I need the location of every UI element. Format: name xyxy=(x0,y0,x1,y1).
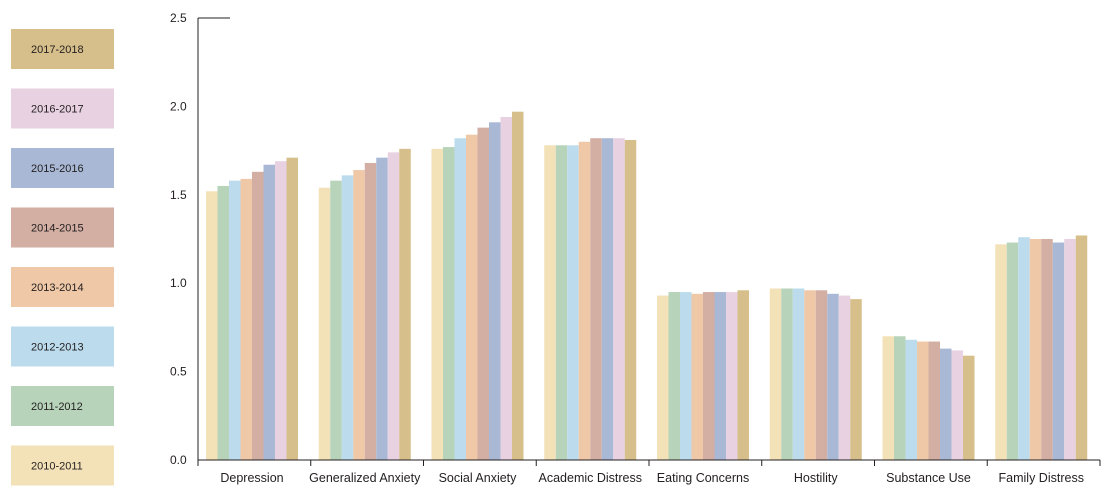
y-tick-label: 2.5 xyxy=(170,11,187,25)
bar xyxy=(769,288,782,460)
bar xyxy=(815,290,828,460)
bar xyxy=(850,299,862,460)
bar xyxy=(206,191,218,460)
x-category-label: Hostility xyxy=(794,471,839,485)
x-category-label: Social Anxiety xyxy=(439,471,518,485)
bar xyxy=(917,341,929,460)
legend-swatch xyxy=(11,267,114,307)
bar xyxy=(703,292,715,460)
bar xyxy=(590,138,602,460)
bar xyxy=(489,122,501,460)
bar xyxy=(454,138,466,460)
bar xyxy=(341,175,354,461)
bar xyxy=(1006,242,1019,460)
bar xyxy=(364,162,377,460)
bar xyxy=(399,148,411,460)
legend-label: 2010-2011 xyxy=(31,461,83,473)
bar xyxy=(500,117,512,461)
bar xyxy=(263,164,275,460)
bar xyxy=(318,187,331,460)
legend-swatch xyxy=(11,148,114,188)
bar xyxy=(657,295,669,460)
bar xyxy=(431,148,443,460)
axes: 0.0 0.5 1.0 1.5 2.0 2.5 Depression Generalized … xyxy=(170,11,1101,485)
bar xyxy=(466,134,478,461)
bar xyxy=(240,178,252,460)
legend-label: 2016-2017 xyxy=(31,104,84,116)
x-category-label: Academic Distress xyxy=(539,471,643,485)
legend-label: 2012-2013 xyxy=(31,342,84,354)
x-category-label: Substance Use xyxy=(886,471,971,485)
bar xyxy=(624,139,637,460)
bar xyxy=(275,161,287,460)
bar xyxy=(229,180,241,460)
x-category-label: Depression xyxy=(220,471,283,485)
bar xyxy=(928,341,940,460)
bar xyxy=(555,145,568,460)
bar xyxy=(905,339,917,460)
legend: 2017-2018 2016-2017 2015-2016 2014-2015 2013… xyxy=(11,29,114,486)
bar xyxy=(894,336,906,460)
bar xyxy=(330,180,342,460)
x-category-label: Generalized Anxiety xyxy=(309,471,421,485)
bar xyxy=(804,290,816,460)
y-tick-label: 1.5 xyxy=(170,188,187,202)
bar xyxy=(668,292,680,460)
x-category-label: Eating Concerns xyxy=(657,471,749,485)
bar xyxy=(827,293,839,460)
bar xyxy=(714,292,726,460)
x-category-label: Family Distress xyxy=(999,471,1084,485)
legend-label: 2013-2014 xyxy=(31,282,84,294)
bar xyxy=(1041,239,1053,460)
bar xyxy=(613,138,625,460)
legend-swatch xyxy=(11,445,114,486)
bar xyxy=(286,157,298,460)
bar xyxy=(544,145,556,460)
bar xyxy=(726,292,738,460)
bar xyxy=(387,152,400,461)
bar xyxy=(353,170,365,460)
bar xyxy=(1064,239,1076,460)
bar xyxy=(691,293,703,460)
legend-swatch xyxy=(11,326,114,367)
bar xyxy=(963,355,975,460)
bar xyxy=(1075,235,1088,460)
bar xyxy=(951,350,963,460)
plot-area xyxy=(206,111,1088,461)
bar xyxy=(217,185,229,460)
bar xyxy=(1018,237,1030,460)
bar xyxy=(882,336,894,460)
bar xyxy=(601,138,614,460)
bar xyxy=(940,348,952,460)
bar xyxy=(1029,239,1042,460)
y-tick-label: 2.0 xyxy=(170,99,187,113)
y-tick-label: 0.5 xyxy=(170,365,187,379)
legend-label: 2011-2012 xyxy=(31,401,83,413)
bar xyxy=(376,157,388,460)
y-tick-label: 1.0 xyxy=(170,276,187,290)
bar xyxy=(737,290,749,460)
bar xyxy=(781,288,793,460)
bar xyxy=(680,292,692,460)
bar xyxy=(512,111,524,460)
y-tick-label: 0.0 xyxy=(170,453,187,467)
legend-label: 2014-2015 xyxy=(31,223,84,235)
legend-swatch xyxy=(11,207,114,248)
bar xyxy=(252,171,264,461)
bar xyxy=(477,127,489,460)
legend-swatch xyxy=(11,88,114,129)
legend-swatch xyxy=(11,386,114,426)
legend-label: 2015-2016 xyxy=(31,163,84,175)
bar xyxy=(838,295,851,460)
bar xyxy=(567,145,579,460)
bar xyxy=(443,147,455,460)
bar xyxy=(792,288,805,460)
bar xyxy=(578,141,591,460)
bar xyxy=(995,244,1007,460)
legend-label: 2017-2018 xyxy=(31,44,84,56)
bar xyxy=(1052,242,1065,460)
legend-swatch xyxy=(11,29,114,69)
